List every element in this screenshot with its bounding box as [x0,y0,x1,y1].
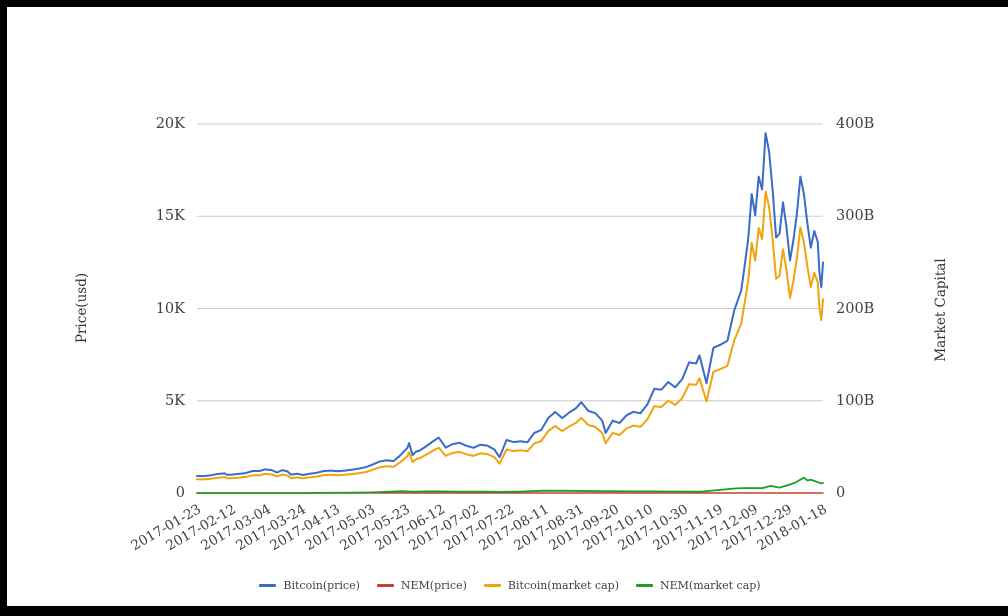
line-swatch-icon [483,583,501,587]
frame-border-left [0,0,7,616]
y-right-tick-label: 100B [836,392,875,409]
y-right-tick-label: 200B [836,300,875,317]
line-swatch-icon [376,583,394,587]
series-line-NEM(market cap) [196,476,824,494]
y-left-tick-label: 0 [175,484,185,501]
legend-label: NEM(price) [400,578,467,592]
line-swatch-icon [635,583,653,587]
series-line-Bitcoin(market cap) [196,190,824,481]
frame-border-top [0,0,1008,7]
legend-item-bitcoin-price[interactable]: Bitcoin(price) [259,578,360,592]
y-left-tick-label: 15K [155,208,185,224]
y-left-tick-label: 10K [155,300,185,317]
legend-label: Bitcoin(price) [283,578,360,592]
y-left-tick-label: 20K [155,115,185,132]
line-swatch-icon [259,583,277,587]
y-right-tick-label: 0 [836,484,846,501]
frame-border-bottom [0,606,1008,616]
series-line-Bitcoin(price) [196,132,824,478]
chart-legend: Bitcoin(price) NEM(price) Bitcoin(market… [197,577,823,593]
legend-label: NEM(market cap) [659,578,761,592]
legend-item-nem-marketcap[interactable]: NEM(market cap) [635,578,761,592]
legend-label: Bitcoin(market cap) [507,578,619,592]
y-right-tick-label: 400B [836,115,875,132]
legend-item-bitcoin-marketcap[interactable]: Bitcoin(market cap) [483,578,619,592]
y-right-tick-label: 300B [836,208,875,224]
legend-item-nem-price[interactable]: NEM(price) [376,578,467,592]
y-axis-title-price: Price(usd) [74,272,90,344]
y-axis-title-marketcap: Market Capital [933,258,949,362]
y-left-tick-label: 5K [164,392,185,409]
